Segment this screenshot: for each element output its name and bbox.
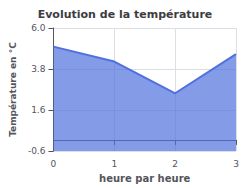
svg-text:heure par heure: heure par heure <box>99 173 190 184</box>
svg-text:2: 2 <box>172 159 178 169</box>
svg-text:3.8: 3.8 <box>31 64 46 74</box>
svg-text:Evolution de la température: Evolution de la température <box>38 8 213 21</box>
svg-text:3: 3 <box>233 159 239 169</box>
svg-text:-0.6: -0.6 <box>28 146 46 156</box>
svg-text:1: 1 <box>111 159 117 169</box>
svg-text:Température en °C: Température en °C <box>8 42 18 137</box>
svg-text:1.6: 1.6 <box>31 105 46 115</box>
svg-text:0: 0 <box>51 159 57 169</box>
svg-text:6.0: 6.0 <box>31 23 46 33</box>
